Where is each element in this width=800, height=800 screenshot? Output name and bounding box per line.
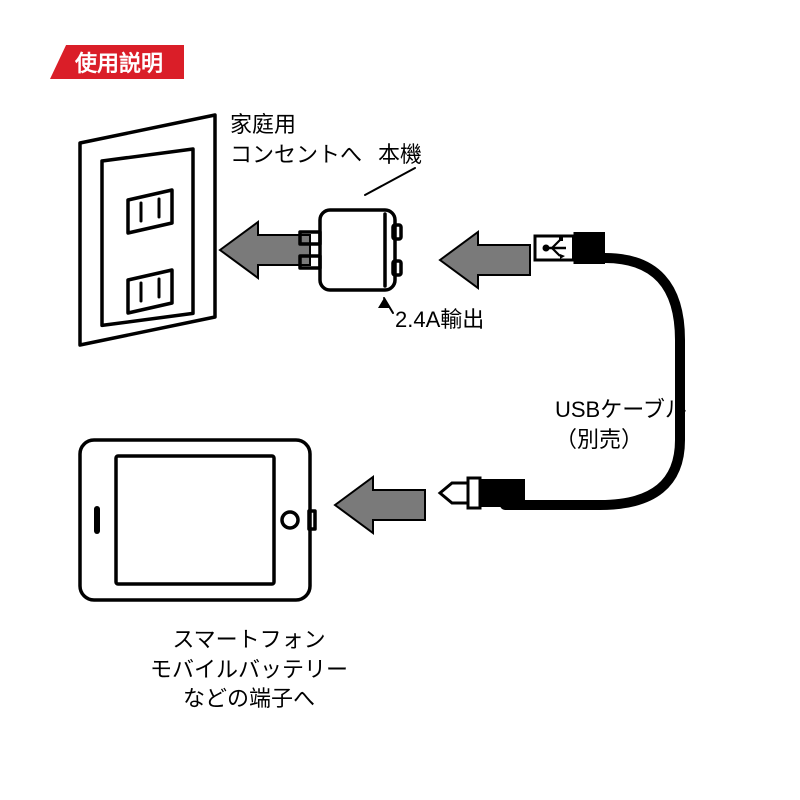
flow-arrow-icon: [220, 222, 310, 278]
diagram-svg: [0, 0, 800, 800]
flow-arrow-icon: [440, 232, 530, 288]
socket-icon: [128, 190, 172, 233]
micro-usb-plug-icon: [440, 483, 468, 503]
flow-arrow-icon: [335, 477, 425, 533]
usb-cable: [505, 258, 680, 505]
socket-icon: [128, 270, 172, 313]
